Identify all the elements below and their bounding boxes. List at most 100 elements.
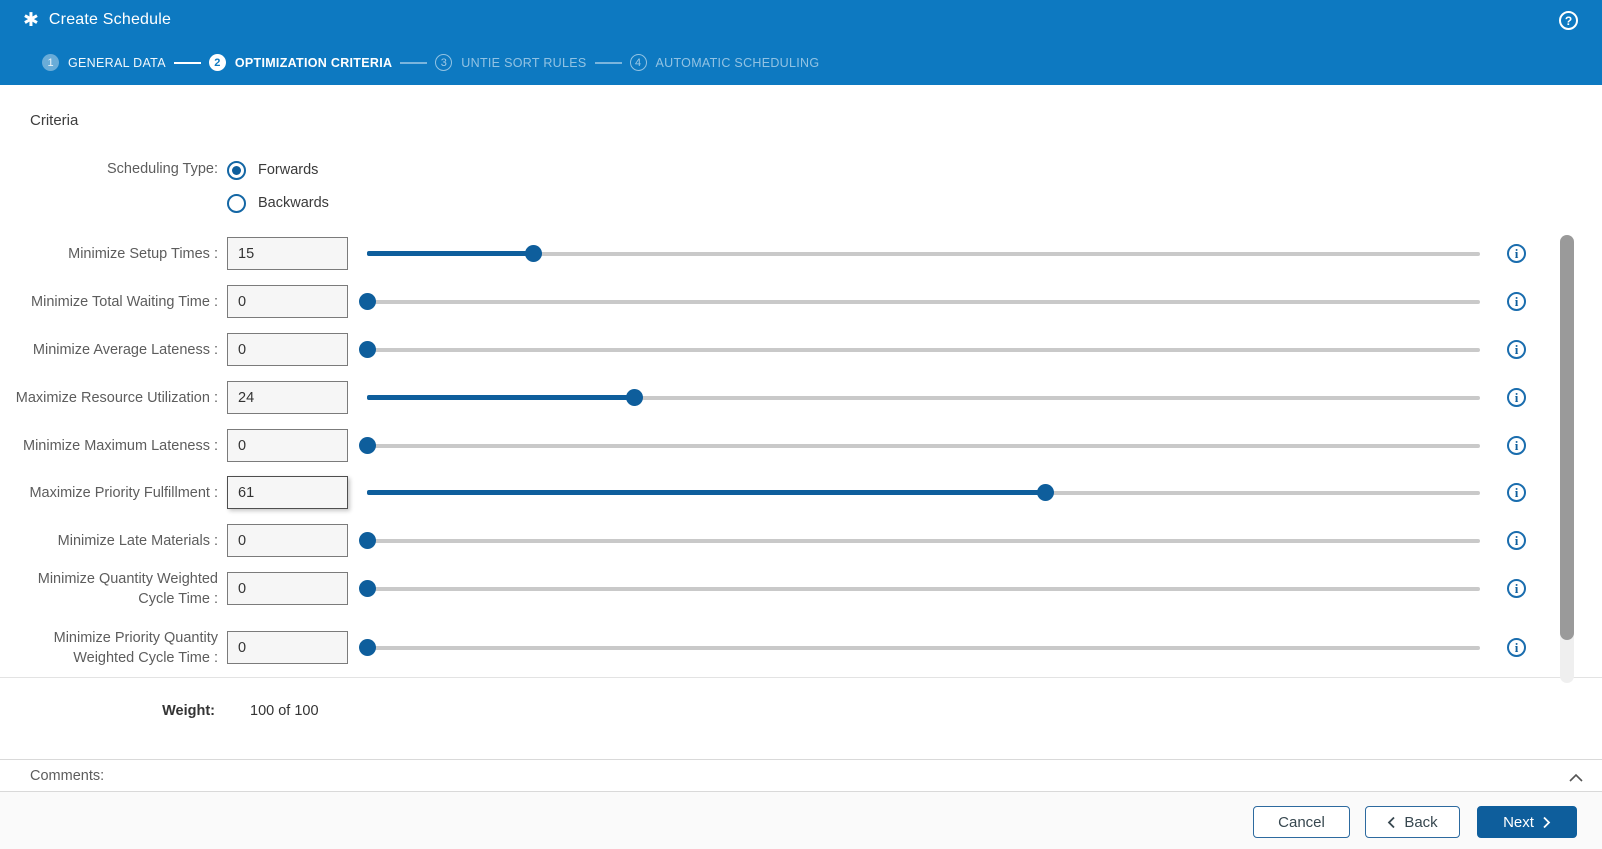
criterion-row: Minimize Late Materials : i xyxy=(0,517,1602,565)
criterion-slider[interactable] xyxy=(358,422,1480,470)
criterion-slider[interactable] xyxy=(367,374,1480,422)
criterion-row: Maximize Resource Utilization : i xyxy=(0,374,1602,422)
info-icon[interactable]: i xyxy=(1507,292,1526,311)
radio-forwards[interactable]: Forwards xyxy=(227,160,318,180)
slider-thumb-icon[interactable] xyxy=(358,437,376,454)
info-icon[interactable]: i xyxy=(1507,579,1526,598)
comments-section-header[interactable]: Comments: xyxy=(0,759,1602,792)
step-label: AUTOMATIC SCHEDULING xyxy=(655,55,820,70)
radio-backwards[interactable]: Backwards xyxy=(227,193,329,213)
asterisk-icon: ✱ xyxy=(23,9,39,31)
criterion-value-input[interactable] xyxy=(227,524,348,557)
stepper-step-optimization-criteria[interactable]: 2 OPTIMIZATION CRITERIA xyxy=(208,54,393,71)
help-icon[interactable]: ? xyxy=(1559,11,1578,30)
criterion-label: Minimize Total Waiting Time : xyxy=(31,294,218,310)
step-number-icon: 2 xyxy=(208,54,226,71)
criterion-row: Minimize Priority Quantity Weighted Cycl… xyxy=(0,624,1602,672)
info-icon[interactable]: i xyxy=(1507,388,1526,407)
criterion-row: Minimize Average Lateness : i xyxy=(0,326,1602,374)
criterion-value-input[interactable] xyxy=(227,631,348,664)
dialog-titlebar: ✱ Create Schedule ? xyxy=(0,0,1602,40)
criterion-label: Minimize Quantity Weighted Cycle Time : xyxy=(37,571,218,607)
criterion-slider[interactable] xyxy=(358,278,1480,326)
next-button[interactable]: Next xyxy=(1477,806,1577,838)
criterion-value-input[interactable] xyxy=(227,237,348,270)
criterion-row: Minimize Total Waiting Time : i xyxy=(0,278,1602,326)
back-button[interactable]: Back xyxy=(1365,806,1460,838)
stepper-step-automatic-scheduling[interactable]: 4 AUTOMATIC SCHEDULING xyxy=(629,54,820,71)
criterion-row: Minimize Setup Times : i xyxy=(0,230,1602,278)
vertical-scrollbar[interactable] xyxy=(1560,235,1574,683)
slider-thumb-icon[interactable] xyxy=(525,245,543,262)
criterion-label: Minimize Maximum Lateness : xyxy=(23,438,218,454)
slider-track[interactable] xyxy=(367,348,1480,352)
criterion-value-input[interactable] xyxy=(227,333,348,366)
stepper-step-general-data[interactable]: 1 GENERAL DATA xyxy=(42,54,166,71)
criterion-slider[interactable] xyxy=(358,326,1480,374)
radio-icon xyxy=(227,160,246,180)
criterion-value-input[interactable] xyxy=(227,476,348,509)
slider-thumb-icon[interactable] xyxy=(358,580,376,597)
criterion-slider[interactable] xyxy=(367,469,1480,517)
info-icon[interactable]: i xyxy=(1507,531,1526,550)
cancel-button[interactable]: Cancel xyxy=(1253,806,1350,838)
criteria-scroll-area: Minimize Setup Times : i Minimize Total … xyxy=(0,230,1602,678)
slider-track[interactable] xyxy=(367,646,1480,650)
wizard-stepper: 1 GENERAL DATA 2 OPTIMIZATION CRITERIA 3 UNTI… xyxy=(0,40,1602,85)
step-label: OPTIMIZATION CRITERIA xyxy=(234,55,393,70)
dialog-title: Create Schedule xyxy=(48,11,172,28)
criterion-slider[interactable] xyxy=(358,517,1480,565)
scrollbar-thumb[interactable] xyxy=(1560,235,1574,640)
info-icon[interactable]: i xyxy=(1507,638,1526,657)
slider-thumb-icon[interactable] xyxy=(358,532,376,549)
slider-thumb-icon[interactable] xyxy=(625,389,643,406)
chevron-up-icon[interactable] xyxy=(1567,768,1585,786)
criterion-label: Minimize Setup Times : xyxy=(68,246,218,262)
comments-label: Comments: xyxy=(30,767,105,784)
step-number-icon: 1 xyxy=(42,54,59,71)
info-icon[interactable]: i xyxy=(1507,340,1526,359)
chevron-left-icon xyxy=(1387,816,1395,829)
stepper-step-untie-sort-rules[interactable]: 3 UNTIE SORT RULES xyxy=(435,54,586,71)
step-connector xyxy=(400,61,428,64)
radio-backwards-label: Backwards xyxy=(258,195,329,211)
criterion-slider[interactable] xyxy=(367,230,1480,278)
criterion-label: Minimize Priority Quantity Weighted Cycl… xyxy=(53,630,218,666)
weight-value: 100 of 100 xyxy=(250,703,319,719)
step-connector xyxy=(594,61,622,64)
criterion-label: Maximize Priority Fulfillment : xyxy=(29,485,218,501)
criterion-value-input[interactable] xyxy=(227,429,348,462)
step-number-icon: 3 xyxy=(435,54,453,71)
criterion-value-input[interactable] xyxy=(227,572,348,605)
criterion-value-input[interactable] xyxy=(227,285,348,318)
slider-thumb-icon[interactable] xyxy=(358,341,376,358)
criterion-row: Minimize Quantity Weighted Cycle Time : … xyxy=(0,565,1602,613)
next-button-label: Next xyxy=(1503,813,1534,831)
criterion-row: Minimize Maximum Lateness : i xyxy=(0,422,1602,470)
info-icon[interactable]: i xyxy=(1507,436,1526,455)
slider-thumb-icon[interactable] xyxy=(358,639,376,656)
step-label: UNTIE SORT RULES xyxy=(461,55,587,70)
criterion-slider[interactable] xyxy=(358,565,1480,613)
slider-track[interactable] xyxy=(367,396,1480,400)
slider-track[interactable] xyxy=(367,444,1480,448)
cancel-button-label: Cancel xyxy=(1278,813,1325,831)
section-title-criteria: Criteria xyxy=(30,112,79,129)
step-connector xyxy=(173,61,201,64)
slider-track[interactable] xyxy=(367,252,1480,256)
criterion-slider[interactable] xyxy=(358,624,1480,672)
slider-track[interactable] xyxy=(367,300,1480,304)
criterion-value-input[interactable] xyxy=(227,381,348,414)
slider-track[interactable] xyxy=(367,587,1480,591)
criterion-row: Maximize Priority Fulfillment : i xyxy=(0,469,1602,517)
radio-forwards-label: Forwards xyxy=(258,162,319,178)
chevron-right-icon xyxy=(1543,816,1551,829)
slider-track[interactable] xyxy=(367,539,1480,543)
scheduling-type-label: Scheduling Type: xyxy=(107,161,218,177)
info-icon[interactable]: i xyxy=(1507,483,1526,502)
slider-thumb-icon[interactable] xyxy=(1037,484,1055,501)
slider-thumb-icon[interactable] xyxy=(358,293,376,310)
info-icon[interactable]: i xyxy=(1507,244,1526,263)
radio-icon xyxy=(227,193,246,213)
